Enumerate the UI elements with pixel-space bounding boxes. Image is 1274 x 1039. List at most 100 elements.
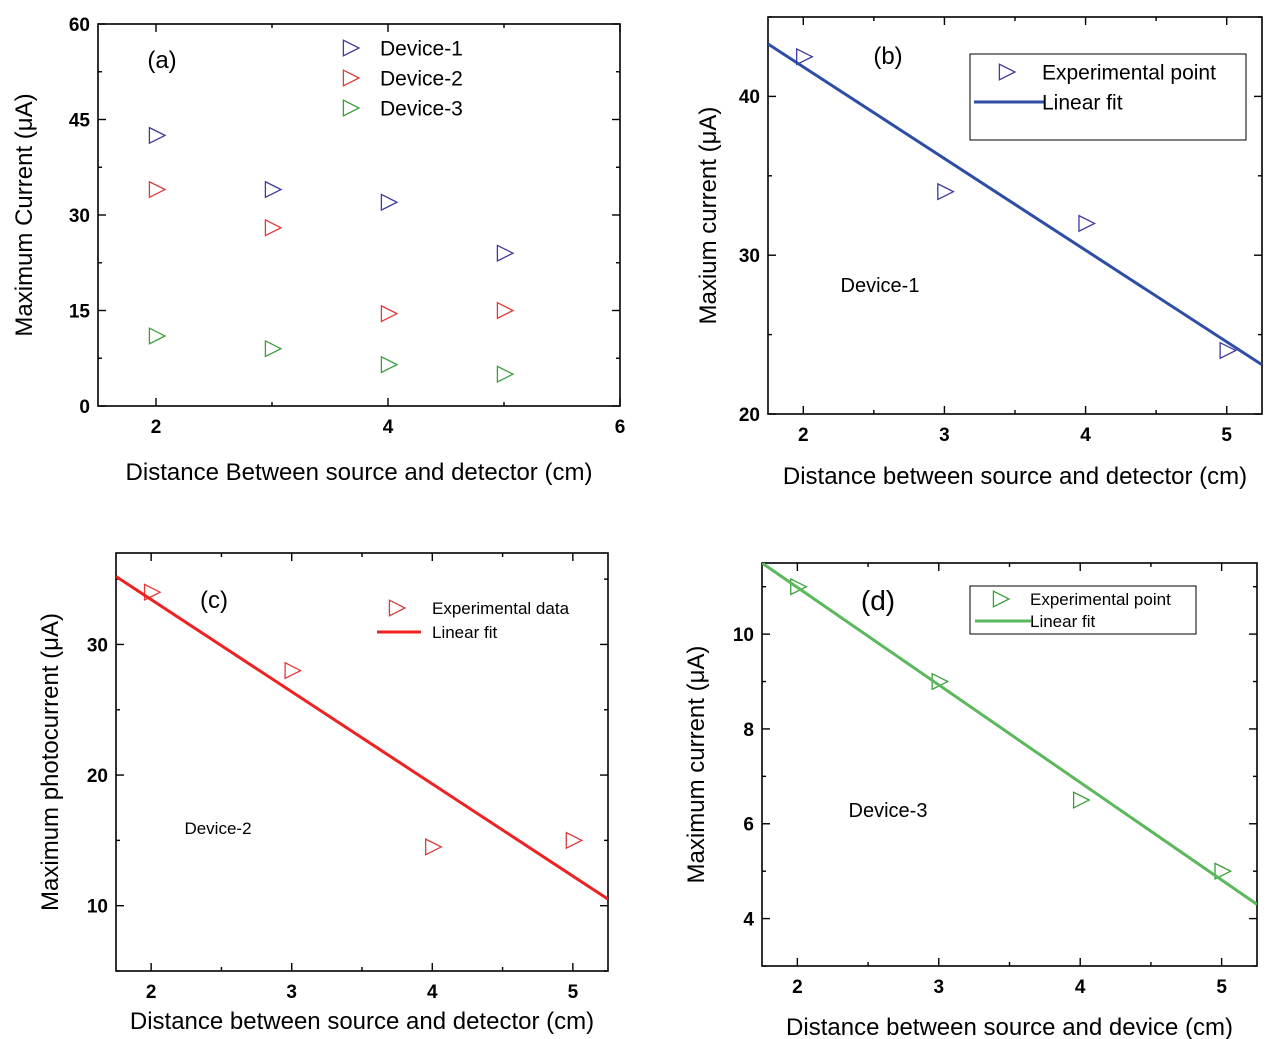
data-point — [380, 193, 399, 212]
legend-entry: Experimental data — [432, 599, 570, 618]
panel-label: (c) — [200, 587, 228, 614]
legend-marker-symbol — [388, 599, 407, 617]
data-point — [148, 327, 167, 345]
legend-marker-symbol — [342, 99, 361, 117]
data-point — [1078, 214, 1097, 233]
fit-line — [768, 42, 1262, 367]
data-point — [380, 355, 399, 374]
data-point — [1219, 341, 1238, 360]
x-tick-label: 2 — [798, 425, 809, 446]
y-axis-label: Maximum current (μA) — [683, 646, 710, 884]
x-tick-label: 4 — [427, 982, 438, 1003]
x-tick-label: 3 — [939, 425, 950, 446]
legend-entry: Linear fit — [1042, 91, 1123, 114]
panel-d: 2 3 4 5 4 6 8 10 Distance between source and dev… — [683, 562, 1258, 1039]
x-tick-label: 2 — [792, 977, 803, 998]
y-tick-label: 10 — [733, 625, 754, 646]
panel-label: (a) — [147, 47, 176, 74]
x-tick-label: 2 — [151, 417, 162, 438]
fit-line — [762, 563, 1257, 906]
plot-area — [768, 42, 1262, 367]
y-tick-label: 60 — [69, 15, 90, 36]
y-tick-label: 20 — [87, 766, 108, 787]
panel-b: 2 3 4 5 20 30 40 Distance between source and de… — [695, 16, 1263, 490]
data-point — [264, 180, 283, 199]
data-point — [1214, 862, 1233, 881]
x-tick-label: 4 — [1075, 977, 1086, 998]
legend-marker-symbol — [992, 590, 1011, 608]
data-point — [264, 218, 283, 237]
y-tick-label: 30 — [739, 246, 760, 267]
device-annotation: Device-2 — [184, 819, 251, 838]
data-point — [565, 831, 584, 850]
x-tick-label: 4 — [1080, 425, 1091, 446]
x-tick-label: 5 — [1221, 425, 1232, 446]
y-tick-label: 30 — [87, 635, 108, 656]
data-point — [148, 180, 167, 199]
y-axis-label: Maximum Current (μA) — [11, 93, 38, 336]
plot-frame — [97, 23, 621, 407]
y-tick-label: 10 — [87, 897, 108, 918]
x-tick-label: 6 — [615, 417, 626, 438]
y-tick-label: 0 — [79, 397, 90, 418]
legend-marker-symbol — [342, 69, 361, 87]
x-tick-label: 5 — [568, 982, 579, 1003]
data-point — [796, 47, 814, 66]
data-point — [790, 577, 808, 596]
x-tick-label: 3 — [933, 977, 944, 998]
data-point — [264, 339, 283, 358]
legend-marker-symbol — [342, 39, 361, 57]
x-tick-label: 3 — [286, 982, 297, 1003]
y-tick-label: 4 — [743, 909, 754, 930]
plot-area — [762, 563, 1257, 906]
legend-entry: Experimental point — [1030, 590, 1171, 609]
legend-frame — [969, 585, 1197, 635]
y-tick-label: 45 — [69, 110, 91, 131]
legend-entry: Experimental point — [1042, 61, 1216, 84]
legend: Device-1 Device-2 Device-3 — [342, 37, 463, 120]
x-tick-label: 5 — [1216, 977, 1227, 998]
panel-c: 2 3 4 5 10 20 30 Distance between source and de… — [37, 552, 609, 1035]
panel-label: (b) — [873, 43, 902, 70]
data-point — [284, 661, 303, 680]
y-tick-label: 6 — [743, 815, 754, 836]
legend-entry: Device-2 — [380, 67, 463, 90]
plot-area — [116, 575, 608, 901]
legend: Experimental data Linear fit — [377, 599, 570, 642]
legend: Experimental point Linear fit — [969, 585, 1197, 635]
data-point — [937, 182, 955, 201]
data-point — [496, 365, 515, 384]
x-tick-label: 2 — [146, 982, 157, 1003]
y-tick-label: 40 — [739, 87, 760, 108]
data-point — [1072, 791, 1091, 809]
y-tick-label: 8 — [743, 720, 754, 741]
data-point — [148, 126, 167, 145]
data-point — [425, 838, 443, 856]
legend-frame — [969, 53, 1247, 141]
legend-entry: Device-3 — [380, 97, 463, 120]
legend-marker-symbol — [998, 63, 1017, 81]
legend: Experimental point Linear fit — [969, 53, 1247, 141]
device-annotation: Device-3 — [849, 800, 928, 822]
legend-entry: Device-1 — [380, 37, 463, 60]
plot-area — [148, 126, 515, 384]
x-tick-label: 4 — [383, 417, 394, 438]
data-point — [380, 304, 399, 323]
y-axis-label: Maxium current (μA) — [695, 107, 722, 325]
data-point — [143, 583, 162, 602]
x-axis-label: Distance between source and detector (cm… — [130, 1008, 594, 1035]
y-tick-label: 15 — [69, 301, 91, 322]
x-axis-label: Distance between source and device (cm) — [786, 1014, 1233, 1039]
data-point — [496, 244, 515, 263]
y-tick-label: 20 — [739, 405, 760, 426]
data-point — [496, 301, 515, 320]
legend-entry: Linear fit — [432, 623, 497, 642]
y-tick-label: 30 — [69, 206, 90, 227]
legend-entry: Linear fit — [1030, 612, 1095, 631]
device-annotation: Device-1 — [841, 275, 920, 297]
panel-label: (d) — [861, 585, 895, 616]
x-axis-label: Distance between source and detector (cm… — [783, 463, 1247, 490]
y-axis-label: Maximum photocurrent (μA) — [37, 613, 64, 911]
